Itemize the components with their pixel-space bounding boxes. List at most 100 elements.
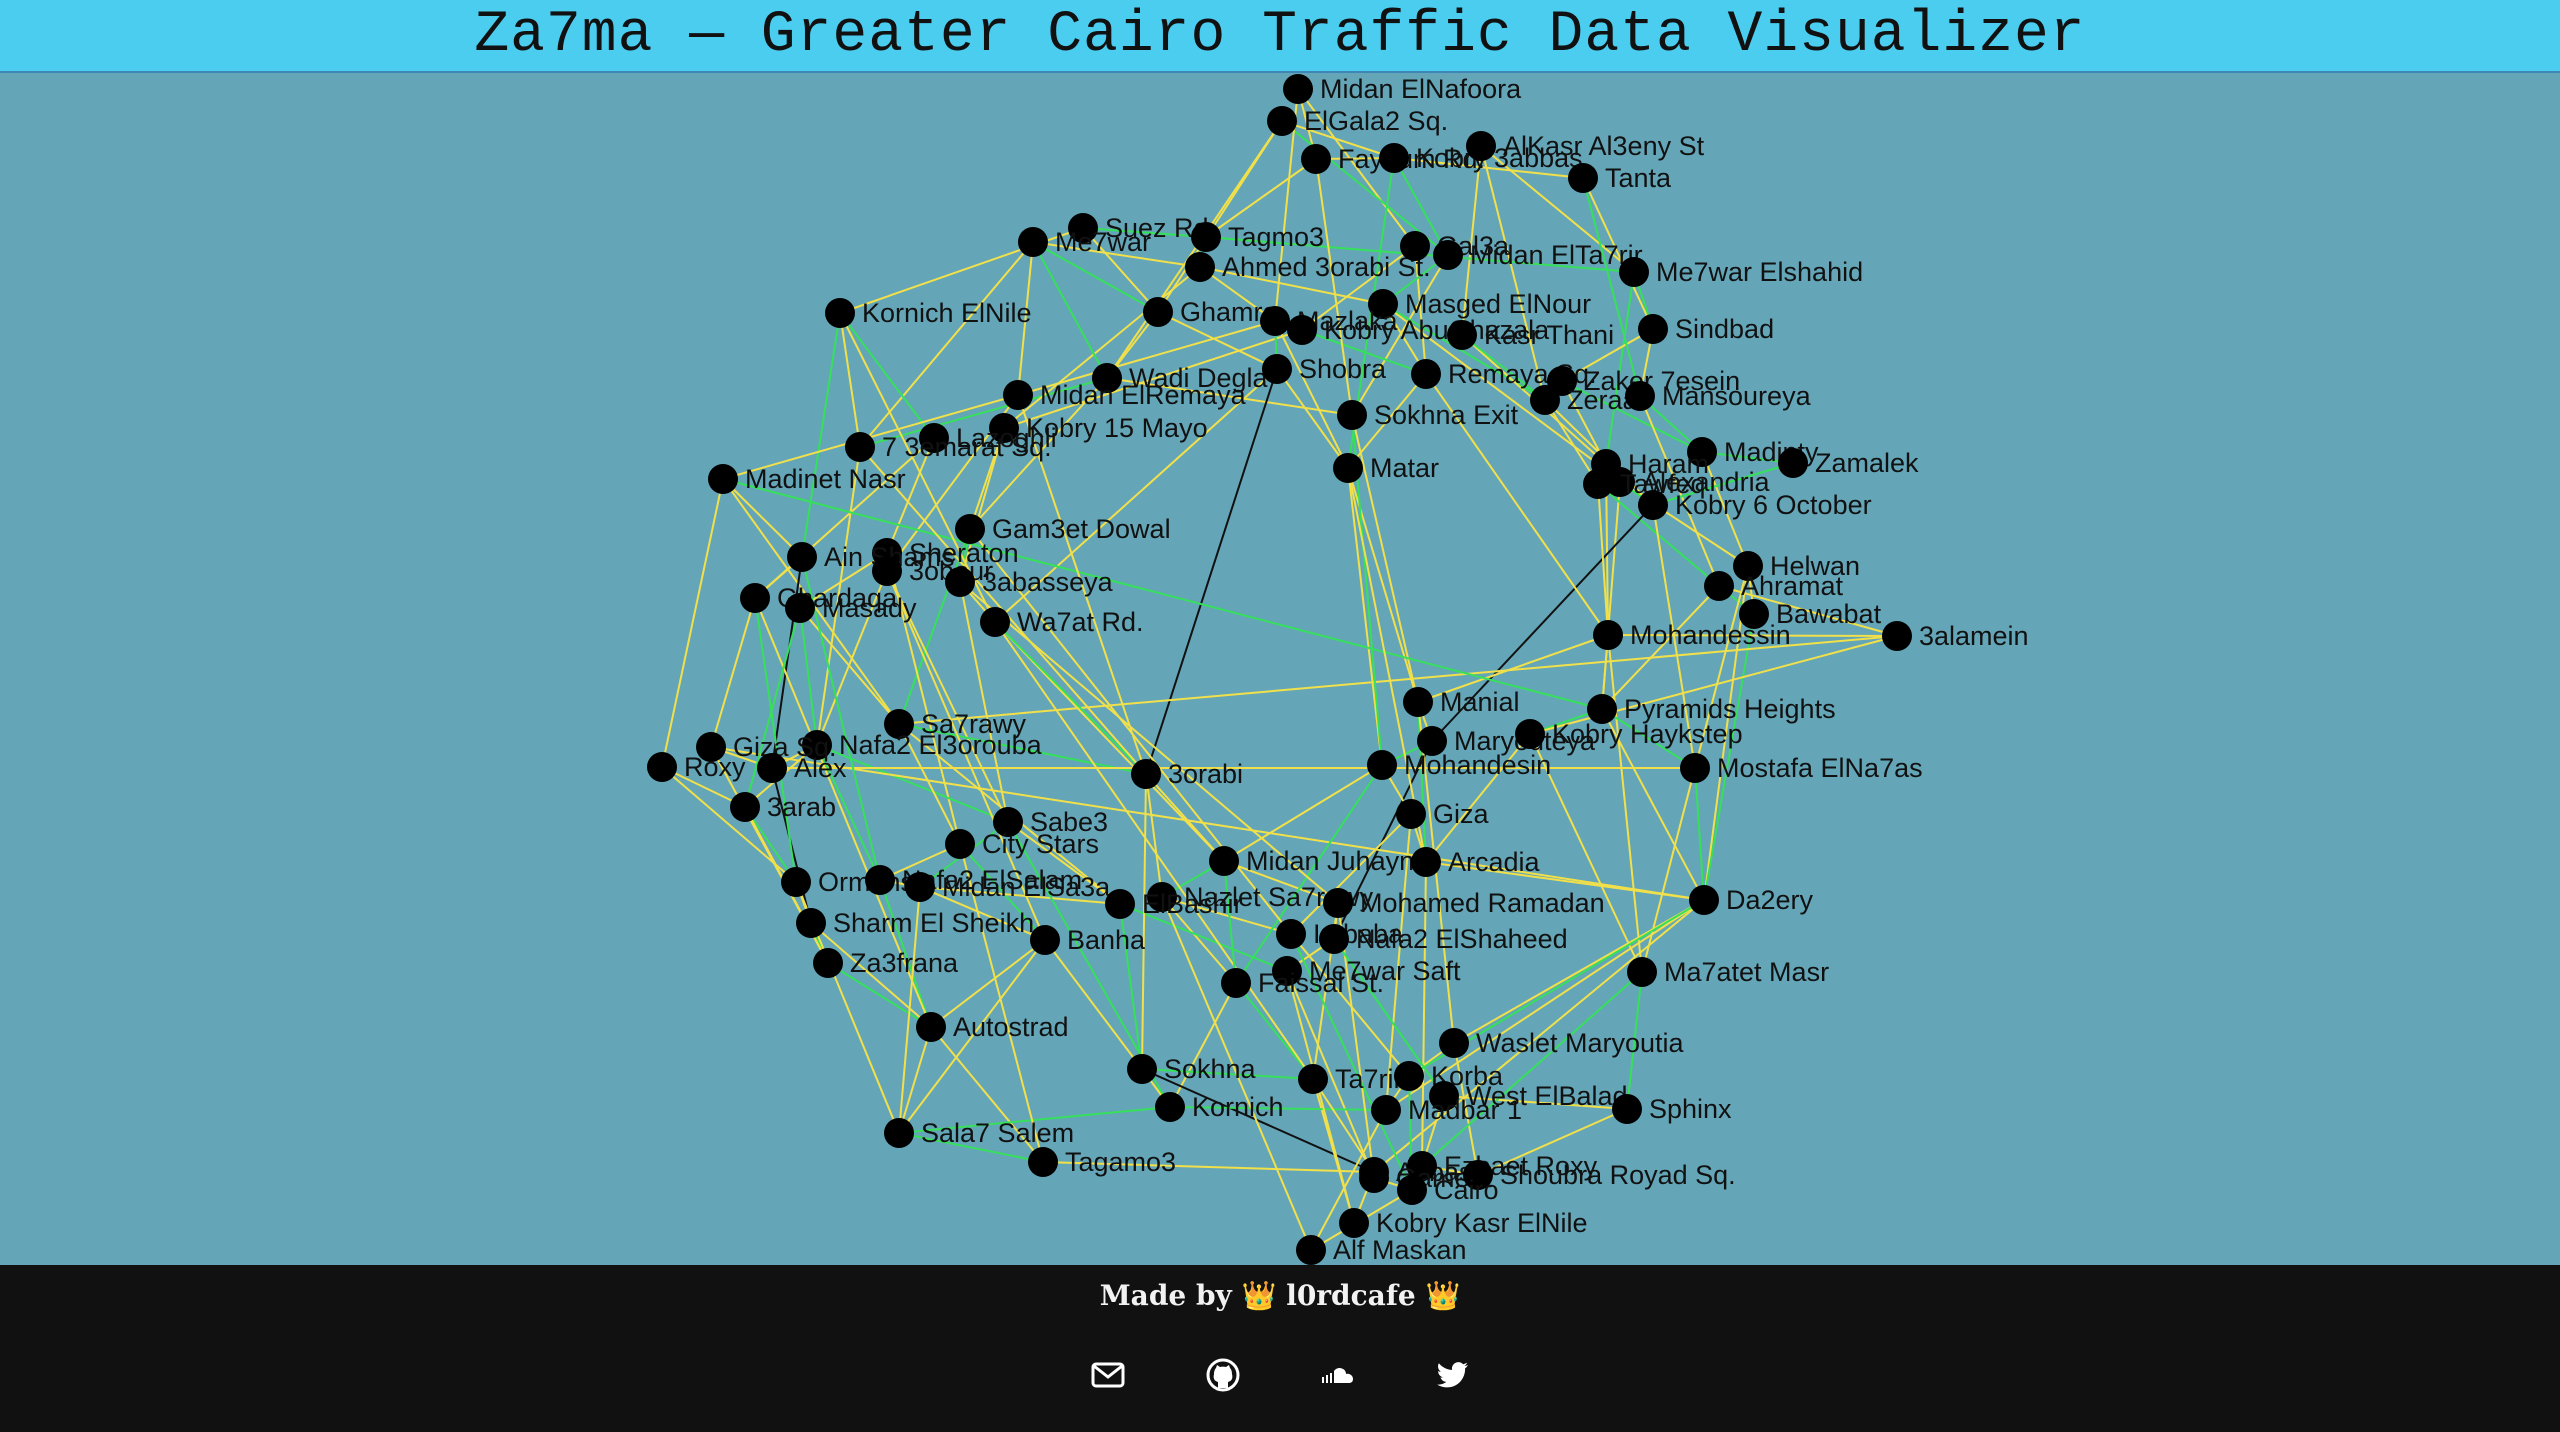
graph-node[interactable]: Zamalek [1778,448,1919,478]
graph-node[interactable]: ElGala2 Sq. [1267,106,1448,136]
graph-node[interactable]: Waslet Maryoutia [1439,1028,1685,1058]
graph-node[interactable]: Kobry Haykstep [1515,719,1743,749]
node-dot[interactable] [1689,885,1719,915]
graph-node[interactable]: Midan Juhayna [1209,846,1430,876]
graph-node[interactable]: Giza [1396,799,1490,829]
graph-node[interactable]: Kobry 3abbas [1379,143,1583,173]
node-dot[interactable] [1368,289,1398,319]
graph-node[interactable]: Nafa2 El3orouba [802,730,1043,760]
graph-node[interactable]: Faissal St. [1221,968,1384,998]
graph-node[interactable]: AlKasr Al3eny St [1466,131,1705,161]
email-link[interactable] [1090,1357,1126,1393]
node-dot[interactable] [1407,1151,1437,1181]
node-dot[interactable] [1337,400,1367,430]
graph-node[interactable]: Zeraa [1530,385,1639,415]
graph-node[interactable]: Kornich ElNile [825,298,1032,328]
node-dot[interactable] [1028,1147,1058,1177]
graph-node[interactable]: Me7war [1018,227,1151,257]
node-dot[interactable] [989,413,1019,443]
graph-node[interactable]: 3arab [730,792,836,822]
graph-node[interactable]: Sindbad [1638,314,1774,344]
graph-node[interactable]: Tagamo3 [1028,1147,1176,1177]
graph-node[interactable]: Shobra [1262,354,1387,384]
node-dot[interactable] [872,556,902,586]
graph-node[interactable]: 3alamein [1882,621,2029,651]
node-dot[interactable] [1466,131,1496,161]
node-dot[interactable] [1272,956,1302,986]
node-dot[interactable] [647,752,677,782]
graph-node[interactable]: Alex [757,753,847,783]
node-dot[interactable] [1283,74,1313,104]
graph-node[interactable]: Mohandessin [1593,620,1791,650]
graph-node[interactable]: Sphinx [1612,1094,1732,1124]
graph-node[interactable]: Ahmed 3orabi St. [1185,252,1431,282]
graph-node[interactable]: Sala7 Salem [884,1118,1074,1148]
node-dot[interactable] [884,1118,914,1148]
node-dot[interactable] [1515,719,1545,749]
node-dot[interactable] [825,298,855,328]
node-dot[interactable] [1429,1081,1459,1111]
node-dot[interactable] [1530,385,1560,415]
node-dot[interactable] [993,807,1023,837]
graph-node[interactable]: Madinet Nasr [708,464,906,494]
graph-node[interactable]: Pyramids Heights [1587,694,1836,724]
graph-node[interactable]: Sheraton [872,538,1019,568]
node-dot[interactable] [1296,1235,1326,1265]
node-dot[interactable] [787,542,817,572]
graph-node[interactable]: Wa7at Rd. [980,607,1144,637]
node-dot[interactable] [1411,359,1441,389]
node-dot[interactable] [1403,687,1433,717]
graph-node[interactable]: Alf Maskan [1296,1235,1467,1265]
graph-node[interactable]: 3orabi [1131,759,1243,789]
graph-node[interactable]: Da2ery [1689,885,1814,915]
traffic-graph[interactable]: Midan ElNafoora ElGala2 Sq. Fayoum Rd. Kobr… [0,73,2560,1265]
twitter-link[interactable] [1435,1357,1471,1393]
node-dot[interactable] [1221,968,1251,998]
graph-node[interactable]: Giza Sq. [696,732,837,762]
node-dot[interactable] [865,865,895,895]
graph-node[interactable]: Shoubra Royad Sq. [1463,1160,1736,1190]
graph-node[interactable]: Sa7rawy [884,709,1027,739]
graph-node[interactable]: Ahramat [1704,571,1844,601]
node-dot[interactable] [1587,694,1617,724]
node-dot[interactable] [696,732,726,762]
node-dot[interactable] [1638,314,1668,344]
node-dot[interactable] [945,829,975,859]
graph-node[interactable]: Me7war Elshahid [1619,257,1863,287]
graph-node[interactable]: Kobry AbuGhazala [1287,315,1550,345]
node-dot[interactable] [740,583,770,613]
node-dot[interactable] [1625,381,1655,411]
graph-node[interactable]: Helwan [1733,551,1860,581]
node-dot[interactable] [1127,1054,1157,1084]
graph-node[interactable]: Za3frana [813,948,959,978]
node-dot[interactable] [1394,1061,1424,1091]
node-dot[interactable] [1687,437,1717,467]
node-dot[interactable] [905,872,935,902]
node-dot[interactable] [781,867,811,897]
graph-node[interactable]: Tagmo3 [1191,222,1324,252]
node-dot[interactable] [1143,297,1173,327]
graph-node[interactable]: Lazoghli [919,423,1057,453]
graph-node[interactable]: Midan ElRemaya [1003,380,1247,410]
node-dot[interactable] [1568,163,1598,193]
graph-node[interactable]: Roxy [647,752,746,782]
graph-node[interactable]: Bawabat [1739,599,1882,629]
node-dot[interactable] [919,423,949,453]
node-dot[interactable] [1396,799,1426,829]
graph-node[interactable]: Midan ElSa3a [905,872,1111,902]
node-dot[interactable] [1463,1160,1493,1190]
node-dot[interactable] [1619,257,1649,287]
node-dot[interactable] [708,464,738,494]
graph-node[interactable]: Nafa2 ElShaheed [1319,924,1568,954]
graph-node[interactable]: Tanta [1568,163,1672,193]
graph-node[interactable]: Sharm El Sheikh [796,908,1034,938]
node-dot[interactable] [1185,252,1215,282]
node-dot[interactable] [845,432,875,462]
node-dot[interactable] [1068,213,1098,243]
node-dot[interactable] [1680,753,1710,783]
graph-node[interactable]: Gam3et Dowal [955,514,1171,544]
graph-node[interactable]: Kornich [1155,1092,1284,1122]
graph-node[interactable]: Midan ElTa7rir [1433,240,1643,270]
graph-node[interactable]: Me7war Saft [1272,956,1461,986]
